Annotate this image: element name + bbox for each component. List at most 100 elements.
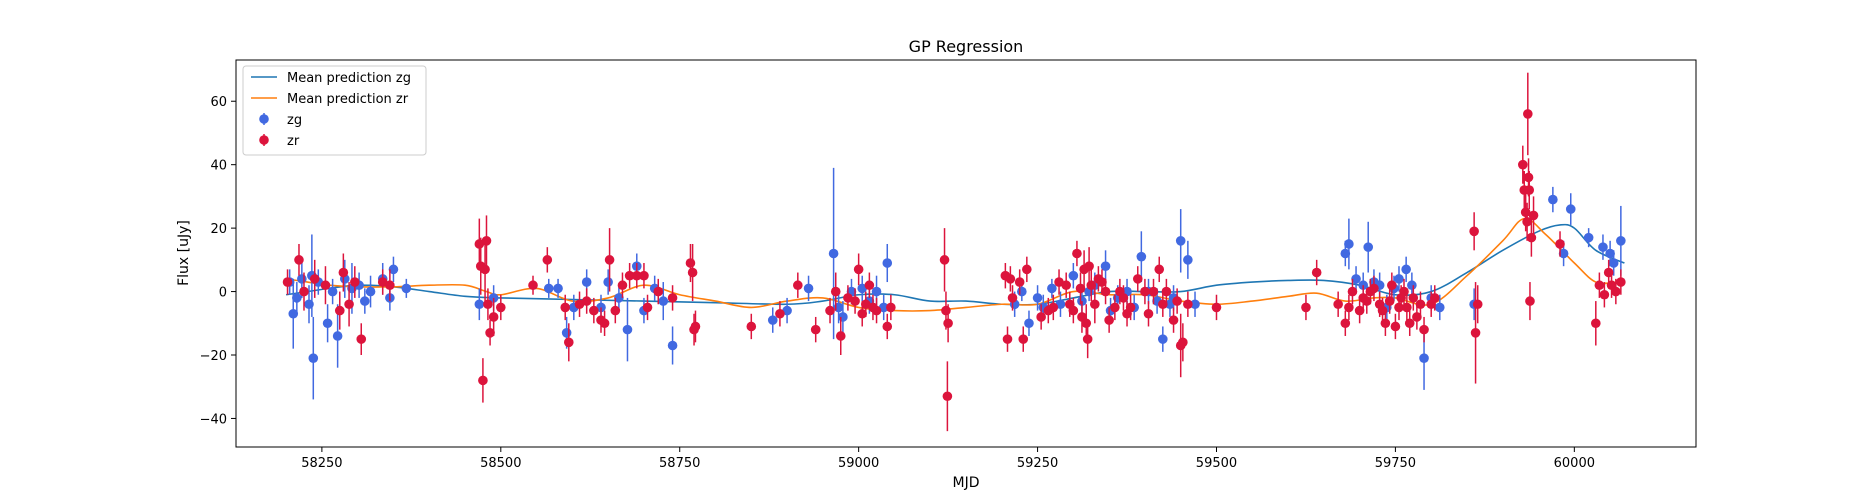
data-point — [327, 286, 338, 297]
data-point — [322, 318, 333, 329]
data-point — [474, 239, 485, 249]
y-axis: −40 −20 0 20 40 60 — [200, 95, 236, 427]
data-point — [388, 264, 399, 275]
data-point — [828, 248, 839, 259]
data-point — [1158, 334, 1168, 344]
data-point — [1470, 328, 1481, 338]
legend-label: zr — [287, 134, 300, 149]
data-point — [332, 331, 343, 341]
legend-marker-swatch — [259, 135, 269, 145]
data-point — [483, 299, 493, 310]
data-point — [1178, 337, 1188, 348]
data-point — [1591, 318, 1601, 329]
data-point — [1340, 248, 1351, 259]
data-point — [1548, 194, 1558, 205]
data-point — [1605, 248, 1615, 259]
data-point — [878, 302, 889, 313]
data-point — [1110, 302, 1120, 313]
data-point — [1419, 353, 1429, 363]
data-point — [622, 324, 633, 335]
data-point — [563, 337, 574, 348]
data-point — [861, 299, 871, 310]
data-point — [1055, 299, 1066, 310]
x-tick-label: 59000 — [838, 456, 879, 471]
data-point — [1394, 274, 1404, 284]
data-point — [1469, 226, 1479, 237]
data-point — [1082, 334, 1093, 344]
data-point — [1104, 315, 1114, 325]
x-axis: 58250 58500 58750 59000 59250 59500 59750 60000 — [301, 447, 1595, 471]
data-point — [658, 296, 669, 306]
data-point — [1075, 283, 1086, 294]
data-point — [1154, 264, 1165, 275]
data-point — [1361, 296, 1372, 306]
data-point — [1024, 318, 1034, 329]
data-point — [1429, 293, 1440, 303]
data-point — [810, 324, 821, 335]
data-point — [1412, 312, 1422, 322]
data-point — [1190, 299, 1200, 310]
data-point — [485, 328, 495, 338]
data-point — [942, 391, 953, 402]
data-point — [1472, 299, 1483, 310]
data-point — [864, 280, 875, 291]
data-point — [614, 293, 624, 303]
data-point — [1211, 302, 1222, 313]
data-point — [1344, 302, 1354, 313]
data-point — [746, 321, 757, 332]
x-tick-label: 59500 — [1196, 456, 1237, 471]
data-point — [1555, 239, 1565, 249]
data-point — [1140, 286, 1150, 297]
data-point — [1086, 280, 1097, 291]
data-point — [1002, 334, 1013, 344]
data-point — [1380, 318, 1391, 329]
data-point — [560, 302, 571, 313]
data-point — [1047, 283, 1057, 294]
x-tick-label: 58500 — [480, 456, 521, 471]
data-point — [1143, 308, 1154, 319]
data-point — [685, 258, 696, 268]
data-point — [334, 305, 345, 316]
x-tick-label: 59250 — [1017, 456, 1058, 471]
y-tick-label: 0 — [219, 286, 227, 301]
data-point — [1518, 159, 1528, 170]
data-point — [1340, 318, 1351, 329]
x-tick-label: 60000 — [1554, 456, 1595, 471]
legend: Mean prediction zg Mean prediction zr zg zr — [242, 65, 427, 156]
data-point — [1118, 293, 1129, 303]
y-tick-label: 40 — [210, 159, 227, 174]
x-axis-label: MJD — [953, 475, 980, 491]
data-point — [553, 283, 563, 294]
data-point — [1351, 274, 1361, 284]
data-point — [481, 236, 492, 246]
data-point — [288, 308, 299, 319]
y-tick-label: −20 — [200, 349, 227, 364]
data-point — [1007, 293, 1018, 303]
data-point — [581, 277, 592, 287]
data-point — [1061, 280, 1071, 291]
data-point — [653, 286, 664, 297]
data-point — [1032, 293, 1043, 303]
data-point — [857, 283, 868, 294]
data-point — [853, 264, 864, 275]
data-point — [350, 277, 360, 287]
data-point — [377, 277, 388, 287]
data-point — [1081, 318, 1092, 329]
data-point — [1354, 305, 1365, 316]
data-point — [1520, 207, 1531, 218]
data-point — [1183, 255, 1193, 265]
data-point — [1161, 286, 1172, 297]
data-point — [299, 286, 309, 297]
data-point — [1402, 302, 1412, 313]
data-point — [943, 318, 953, 329]
data-point — [886, 302, 896, 313]
data-point — [1054, 277, 1064, 287]
data-point — [1036, 312, 1046, 322]
data-point — [690, 321, 701, 332]
data-point — [882, 258, 893, 268]
legend-label: Mean prediction zr — [287, 92, 409, 107]
data-point — [1311, 267, 1322, 278]
data-point — [308, 353, 319, 363]
legend-marker-swatch — [259, 114, 269, 124]
data-point — [642, 302, 653, 313]
